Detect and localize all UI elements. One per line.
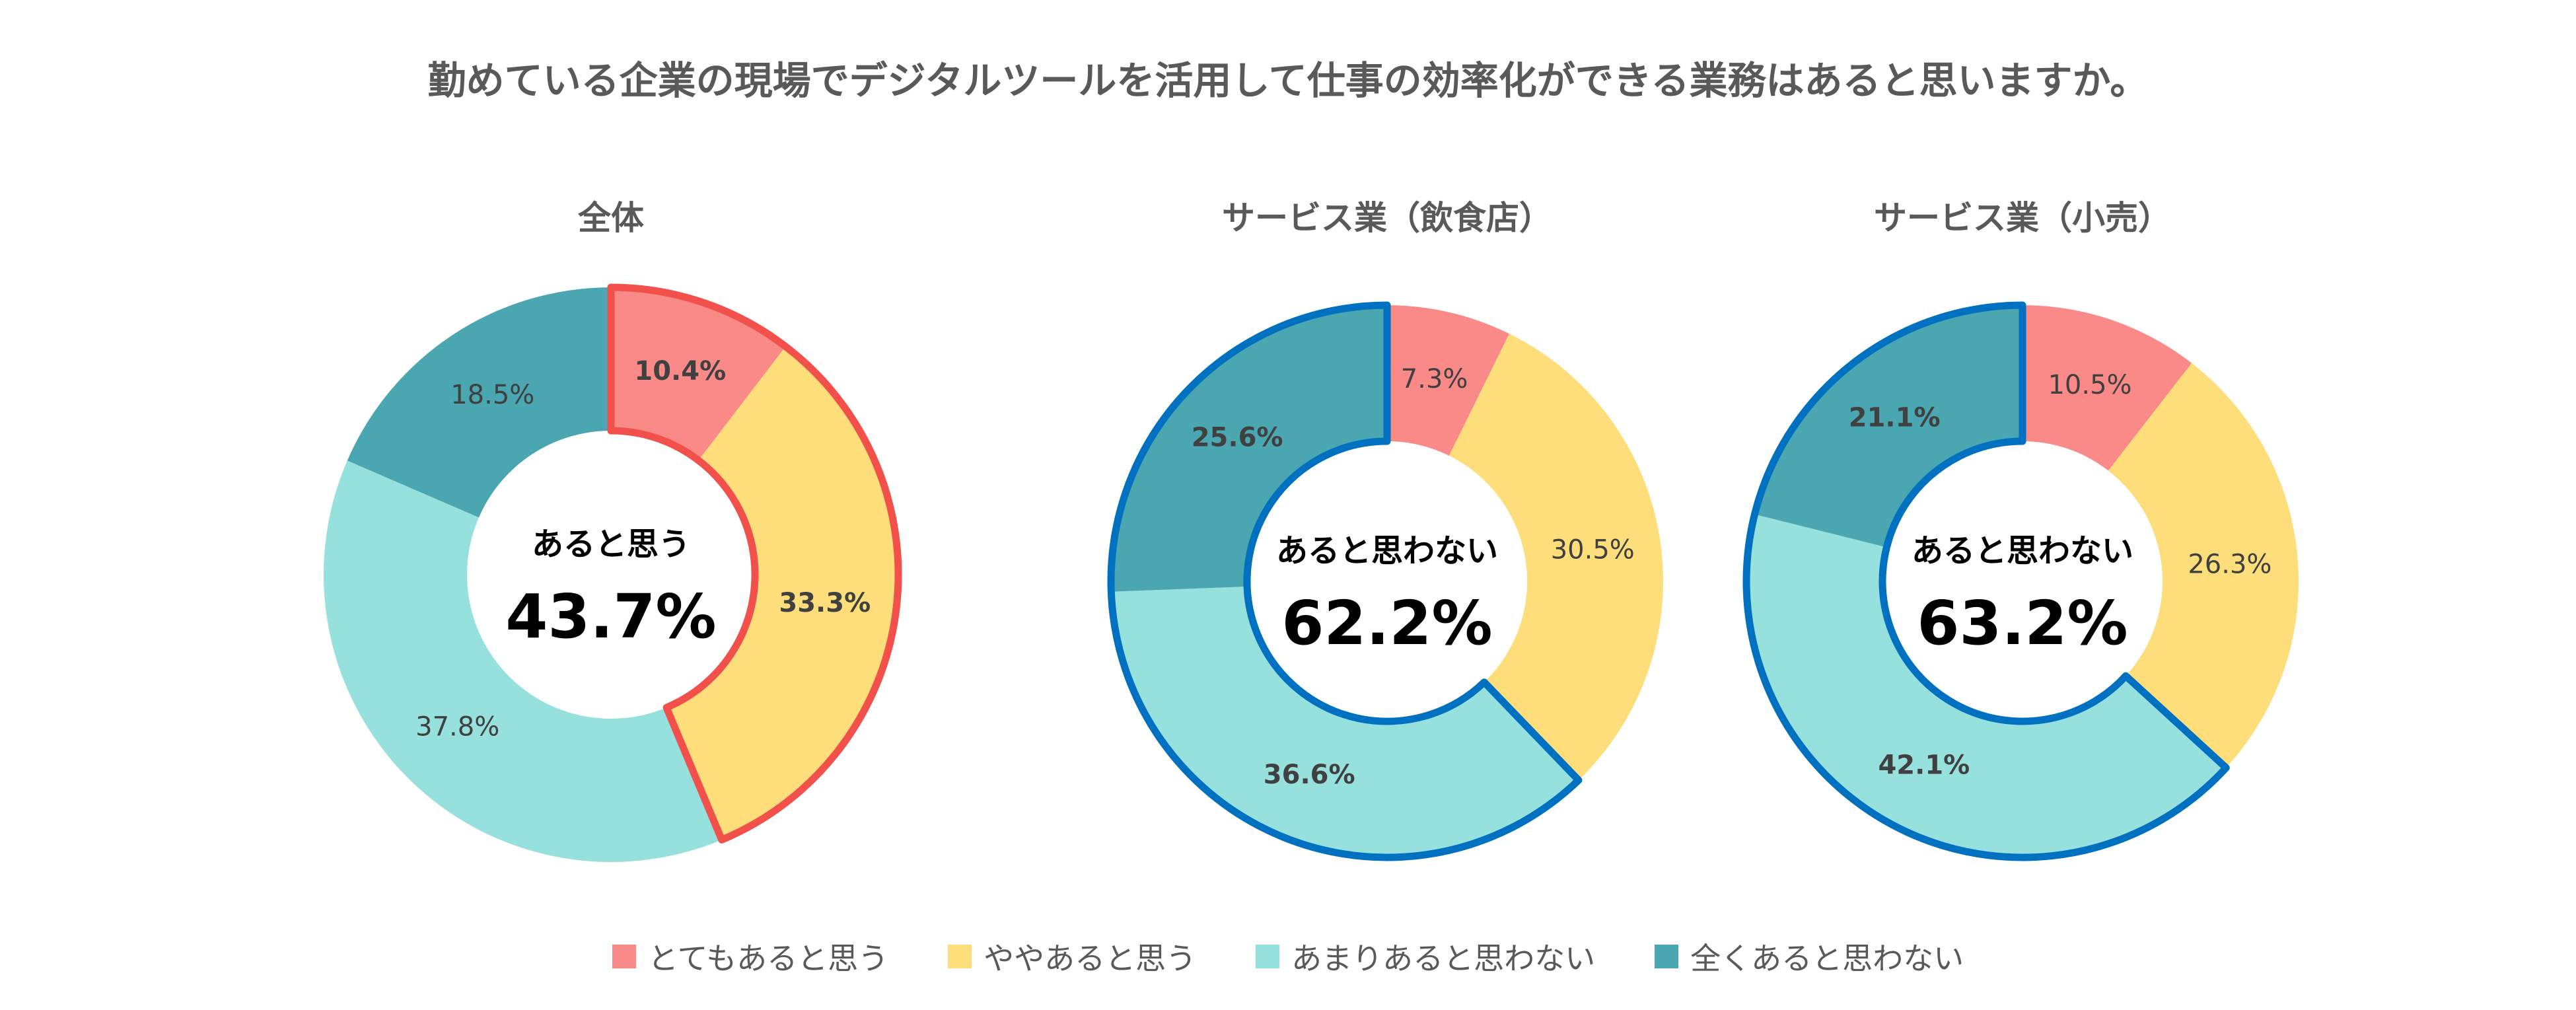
legend-swatch: [1256, 945, 1280, 968]
legend-item: あまりあると思わない: [1256, 935, 1595, 978]
data-label: 36.6%: [1264, 760, 1355, 790]
legend: とてもあると思う ややあると思う あまりあると思わない 全くあると思わない: [0, 935, 2576, 978]
donut-segment: [347, 287, 611, 518]
center-label: あると思う: [532, 526, 690, 563]
donut-segment: [1449, 334, 1663, 781]
donut-segment: [1754, 305, 2022, 548]
data-label: 10.4%: [634, 356, 726, 386]
data-label: 30.5%: [1551, 535, 1635, 565]
donut-segment: [323, 460, 722, 862]
data-label: 10.5%: [2048, 370, 2131, 400]
highlight-outline: [607, 283, 902, 844]
center-label: あると思わない: [1912, 532, 2133, 569]
donut-segment: [2022, 305, 2192, 471]
center-label: あると思わない: [1276, 532, 1498, 569]
legend-label: とてもあると思う: [647, 941, 889, 976]
donut-title-retail: サービス業（小売）: [1874, 199, 2171, 237]
donut-segment: [1387, 305, 1510, 456]
data-label: 33.3%: [779, 588, 871, 618]
highlight-outline: [1742, 301, 2230, 861]
donut-segment: [666, 346, 898, 840]
highlight-outline: [1107, 301, 1583, 861]
data-label: 18.5%: [450, 380, 534, 410]
donut-segment: [2108, 363, 2299, 768]
chart-title: 勤めている企業の現場でデジタルツールを活用して仕事の効率化ができる業務はあると思…: [427, 58, 2149, 103]
legend-swatch: [1655, 945, 1679, 968]
center-value: 43.7%: [505, 581, 716, 652]
data-label: 25.6%: [1192, 422, 1283, 452]
data-label: 42.1%: [1878, 750, 1970, 780]
donut-title-overall: 全体: [578, 199, 644, 237]
legend-item: 全くあると思わない: [1655, 935, 1964, 978]
center-value: 62.2%: [1281, 588, 1492, 659]
donut-segment: [1111, 586, 1579, 857]
donut-title-restaurant: サービス業（飲食店）: [1222, 199, 1552, 237]
data-label: 21.1%: [1849, 403, 1941, 433]
legend-item: ややあると思う: [948, 935, 1196, 978]
legend-swatch: [612, 945, 636, 968]
legend-label: 全くあると思わない: [1690, 941, 1964, 976]
legend-item: とてもあると思う: [612, 935, 888, 978]
legend-label: ややあると思う: [984, 941, 1197, 976]
data-label: 26.3%: [2188, 549, 2272, 579]
donut-segment: [1111, 305, 1387, 592]
data-label: 7.3%: [1401, 364, 1468, 394]
donut-segment: [1746, 514, 2227, 858]
legend-label: あまりあると思わない: [1291, 941, 1596, 976]
center-value: 63.2%: [1917, 588, 2128, 659]
legend-swatch: [948, 945, 972, 968]
donut-segment: [611, 287, 786, 460]
data-label: 37.8%: [415, 711, 499, 742]
